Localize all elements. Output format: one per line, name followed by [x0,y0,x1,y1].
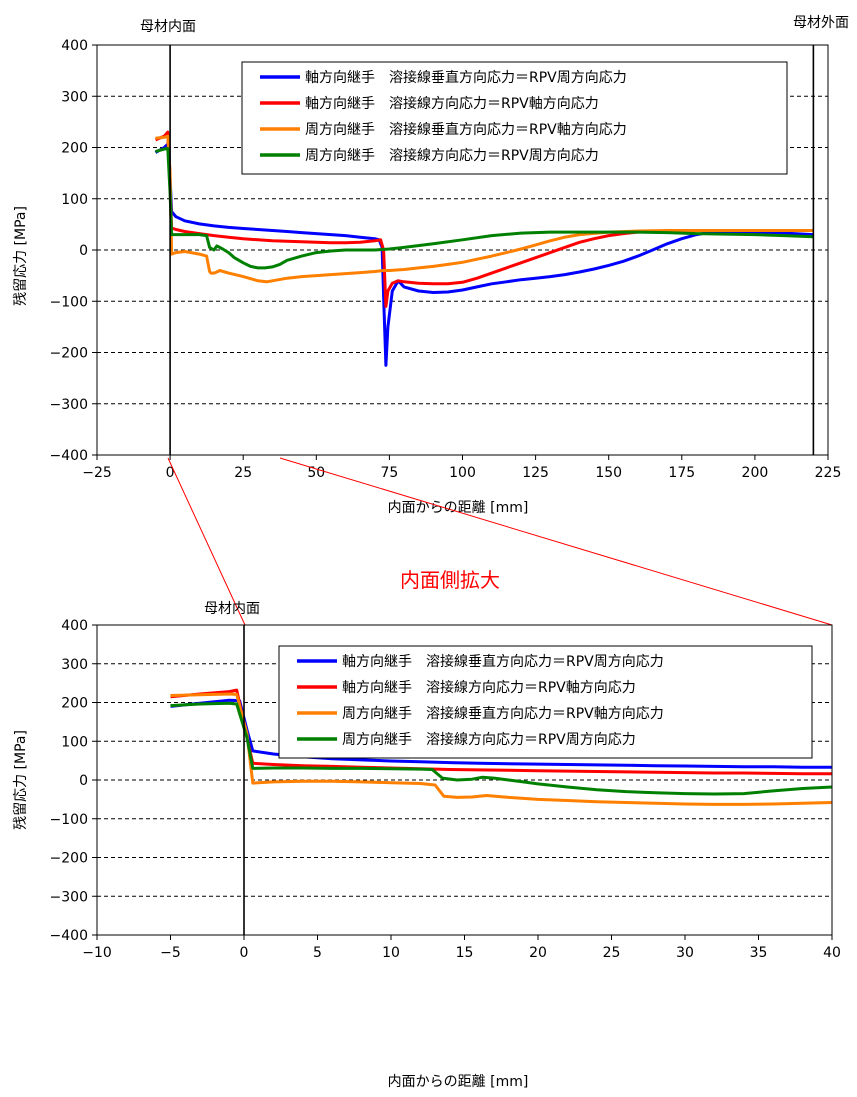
x-tick-label: 25 [234,465,252,481]
y-tick-label: 300 [61,657,88,673]
x-tick-label: 40 [823,945,841,961]
x-axis-label: 内面からの距離 [mm] [388,499,529,516]
y-tick-label: 0 [79,243,88,259]
y-tick-label: −100 [50,812,88,828]
plot-frame [92,624,833,940]
x-tick-label: −25 [82,465,112,481]
series-line-2 [154,130,814,308]
y-tick-label: 0 [79,773,88,789]
inner-surface-label: 母材内面 [204,601,260,617]
series-line-3 [155,134,814,284]
x-tick-label: 30 [676,945,694,961]
y-tick-label: 200 [61,141,88,157]
legend-label-2: 軸方向継手 溶接線方向応力＝RPV軸方向応力 [342,679,636,696]
x-tick-label: 125 [522,465,549,481]
x-tick-label: 10 [382,945,400,961]
x-tick-label: 25 [603,945,621,961]
legend-label-3: 周方向継手 溶接線垂直方向応力＝RPV軸方向応力 [305,121,627,138]
x-tick-label: 75 [380,465,398,481]
y-tick-label: 100 [61,192,88,208]
chart-overview: −400 −300 −200 −100 0 100 200 300 400 −25 0 25 50 75… [13,15,849,516]
y-tick-label: −200 [50,851,88,867]
legend-label-2: 軸方向継手 溶接線方向応力＝RPV軸方向応力 [305,95,599,112]
x-tick-label: 175 [668,465,695,481]
x-tick-label: 100 [449,465,476,481]
y-tick-labels: −400 −300 −200 −100 0 100 200 300 400 [50,38,88,464]
x-tick-label: −10 [82,945,112,961]
legend-box [241,61,788,175]
zoom-line-right [279,457,833,626]
x-tick-label: 225 [815,465,842,481]
y-tick-label: −300 [50,397,88,413]
series-line-4 [155,147,814,270]
x-tick-label: 15 [456,945,474,961]
legend-label-3: 周方向継手 溶接線垂直方向応力＝RPV軸方向応力 [342,705,664,722]
x-tick-label: 150 [595,465,622,481]
y-tick-label: 200 [61,696,88,712]
legend-label-4: 周方向継手 溶接線方向応力＝RPV周方向応力 [305,147,599,164]
x-tick-label: 35 [750,945,768,961]
y-axis-label: 残留応力 [MPa] [13,730,29,830]
x-tick-label: 50 [307,465,325,481]
inner-surface-label: 母材内面 [140,19,196,35]
zoom-connector-lines [167,457,833,626]
series-lines [170,688,833,806]
series-lines [154,130,814,367]
y-axis-label: 残留応力 [MPa] [13,206,29,306]
y-tick-label: 400 [61,38,88,54]
chart-zoomed: −400 −300 −200 −100 0 100 200 300 400 −10 −5 0 5 10 1… [13,601,841,1090]
zoom-line-left [167,457,246,626]
x-tick-label: −5 [160,945,181,961]
y-tick-label: 300 [61,89,88,105]
x-tick-label: 5 [313,945,322,961]
y-tick-label: −400 [50,928,88,944]
zoom-title: 内面側拡大 [400,568,500,592]
y-tick-label: −400 [50,448,88,464]
x-tick-label: 0 [240,945,249,961]
series-line-4 [170,701,833,796]
outer-surface-label: 母材外面 [793,15,849,31]
x-tick-label: 200 [742,465,769,481]
series-line-1 [154,141,814,367]
x-tick-labels: −25 0 25 50 75 100 125 150 175 200 225 [82,465,841,481]
y-tick-labels: −400 −300 −200 −100 0 100 200 300 400 [50,618,88,944]
y-tick-label: −200 [50,346,88,362]
legend-label-1: 軸方向継手 溶接線垂直方向応力＝RPV周方向応力 [342,653,664,670]
x-tick-labels: −10 −5 0 5 10 15 20 25 30 35 40 [82,945,841,961]
y-tick-label: −300 [50,889,88,905]
legend-box [278,645,813,759]
series-line-3 [170,692,833,806]
x-tick-label: 20 [529,945,547,961]
legend-label-1: 軸方向継手 溶接線垂直方向応力＝RPV周方向応力 [305,69,627,86]
legend-label-4: 周方向継手 溶接線方向応力＝RPV周方向応力 [342,731,636,748]
y-tick-label: 400 [61,618,88,634]
y-tick-label: −100 [50,294,88,310]
x-tick-label: 0 [166,465,175,481]
plot-frame [92,44,829,460]
y-tick-label: 100 [61,734,88,750]
x-axis-label: 内面からの距離 [mm] [388,1073,529,1090]
